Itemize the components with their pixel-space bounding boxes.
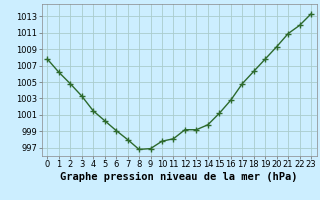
X-axis label: Graphe pression niveau de la mer (hPa): Graphe pression niveau de la mer (hPa): [60, 172, 298, 182]
